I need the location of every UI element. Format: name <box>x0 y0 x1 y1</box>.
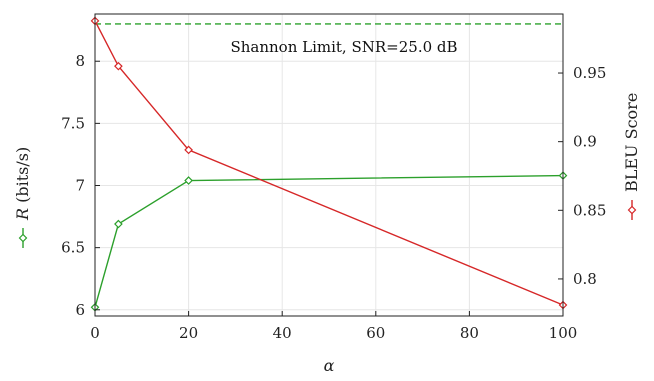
grid <box>94 14 564 316</box>
left-y-tick-label: 7 <box>75 177 85 195</box>
left-y-tick-label: 8 <box>75 52 85 70</box>
x-tick-label: 100 <box>549 324 578 342</box>
right-axis-label: BLEU Score <box>622 93 641 192</box>
right-legend-marker <box>627 205 637 215</box>
right-y-tick-label: 0.85 <box>573 201 606 219</box>
right-y-tick-label: 0.9 <box>573 133 597 151</box>
plot-frame <box>94 13 564 317</box>
left-legend-marker <box>18 233 28 243</box>
ticks-group: 0 20 40 60 80 100 6 6.5 7 7.5 8 0.8 0.85 0.9 0.95 <box>61 52 606 342</box>
right-y-tick-label: 0.95 <box>573 64 606 82</box>
right-axis-label-group: BLEU Score <box>622 93 641 220</box>
left-y-tick-label: 6.5 <box>61 239 85 257</box>
left-axis-label-var: R <box>13 208 32 221</box>
x-tick-label: 0 <box>90 324 100 342</box>
x-tick-label: 60 <box>366 324 385 342</box>
right-y-tick-label: 0.8 <box>573 270 597 288</box>
annotation: Shannon Limit, SNR=25.0 dB <box>230 38 457 56</box>
series-marker-left <box>184 176 193 185</box>
x-axis-label: α <box>324 356 335 375</box>
left-axis-label-group: R (bits/s) <box>13 147 32 248</box>
left-axis-label: R (bits/s) <box>13 147 32 221</box>
series-line-right <box>94 20 564 306</box>
left-axis-label-unit: (bits/s) <box>13 147 32 208</box>
left-y-tick-label: 7.5 <box>61 114 85 132</box>
series-marker-right <box>184 145 193 155</box>
series-line-left <box>94 174 564 308</box>
x-tick-label: 80 <box>460 324 479 342</box>
x-tick-label: 40 <box>273 324 292 342</box>
series-marker-right <box>114 61 123 71</box>
left-y-tick-label: 6 <box>75 301 85 319</box>
x-tick-label: 20 <box>179 324 198 342</box>
series-marker-left <box>114 219 123 229</box>
